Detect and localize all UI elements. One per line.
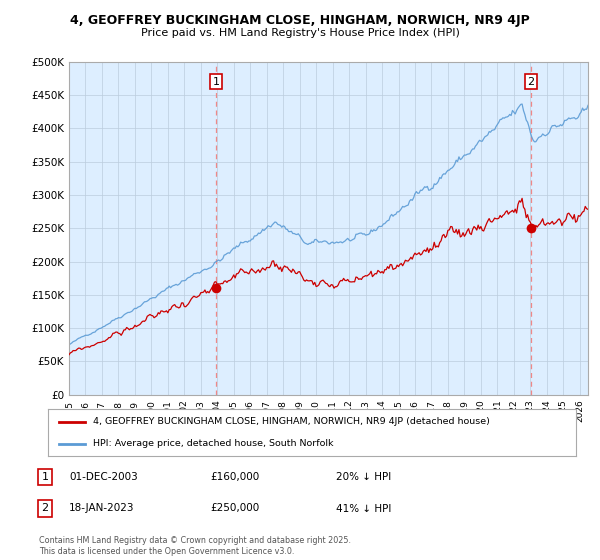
Text: £160,000: £160,000 (210, 472, 259, 482)
Text: HPI: Average price, detached house, South Norfolk: HPI: Average price, detached house, Sout… (93, 439, 334, 448)
Text: 1: 1 (41, 472, 49, 482)
Text: 2: 2 (41, 503, 49, 514)
Text: 20% ↓ HPI: 20% ↓ HPI (336, 472, 391, 482)
Text: 01-DEC-2003: 01-DEC-2003 (69, 472, 138, 482)
Text: 1: 1 (212, 77, 220, 87)
Text: Contains HM Land Registry data © Crown copyright and database right 2025.
This d: Contains HM Land Registry data © Crown c… (39, 536, 351, 556)
Text: 18-JAN-2023: 18-JAN-2023 (69, 503, 134, 514)
Text: Price paid vs. HM Land Registry's House Price Index (HPI): Price paid vs. HM Land Registry's House … (140, 28, 460, 38)
Text: 4, GEOFFREY BUCKINGHAM CLOSE, HINGHAM, NORWICH, NR9 4JP (detached house): 4, GEOFFREY BUCKINGHAM CLOSE, HINGHAM, N… (93, 417, 490, 426)
Text: 4, GEOFFREY BUCKINGHAM CLOSE, HINGHAM, NORWICH, NR9 4JP: 4, GEOFFREY BUCKINGHAM CLOSE, HINGHAM, N… (70, 14, 530, 27)
Text: 41% ↓ HPI: 41% ↓ HPI (336, 503, 391, 514)
Text: £250,000: £250,000 (210, 503, 259, 514)
Text: 2: 2 (527, 77, 535, 87)
